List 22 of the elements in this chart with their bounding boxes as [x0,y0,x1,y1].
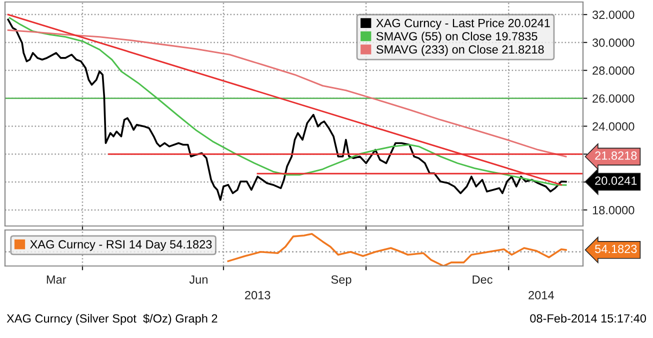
y-tick-label: 26.0000 [592,94,634,103]
x2-tick-label: 2013 [245,290,270,300]
y-tick-label: 32.0000 [592,10,634,19]
legend-label: SMAVG (233) on Close 21.8218 [376,44,544,56]
y-tick-label: 18.0000 [592,206,634,214]
x-tick-label: Dec [472,275,492,284]
y-tick-label: 30.0000 [592,38,634,47]
annotation: 20.0241 [595,176,637,185]
annotation: 21.8218 [595,151,637,160]
legend-label: XAG Curncy - Last Price 20.0241 [376,18,550,30]
text: XAG Curncy (Silver Spot $/Oz) Graph 2 [6,314,218,326]
x-tick-label: Jun [189,275,208,284]
legend-label: SMAVG (55) on Close 19.7835 [376,32,538,43]
y-tick-label: 24.0000 [592,122,634,131]
text: 08-Feb-2014 15:17:40 [530,314,646,323]
y-tick-label: 28.0000 [592,66,634,75]
x-tick-label: Sep [331,275,352,286]
legend-label: XAG Curncy - RSI 14 Day 54.1823 [30,240,212,251]
x-tick-label: Mar [46,275,66,284]
x2-tick-label: 2014 [528,290,554,300]
line-series [7,29,567,158]
annotation: 54.1823 [595,244,637,254]
